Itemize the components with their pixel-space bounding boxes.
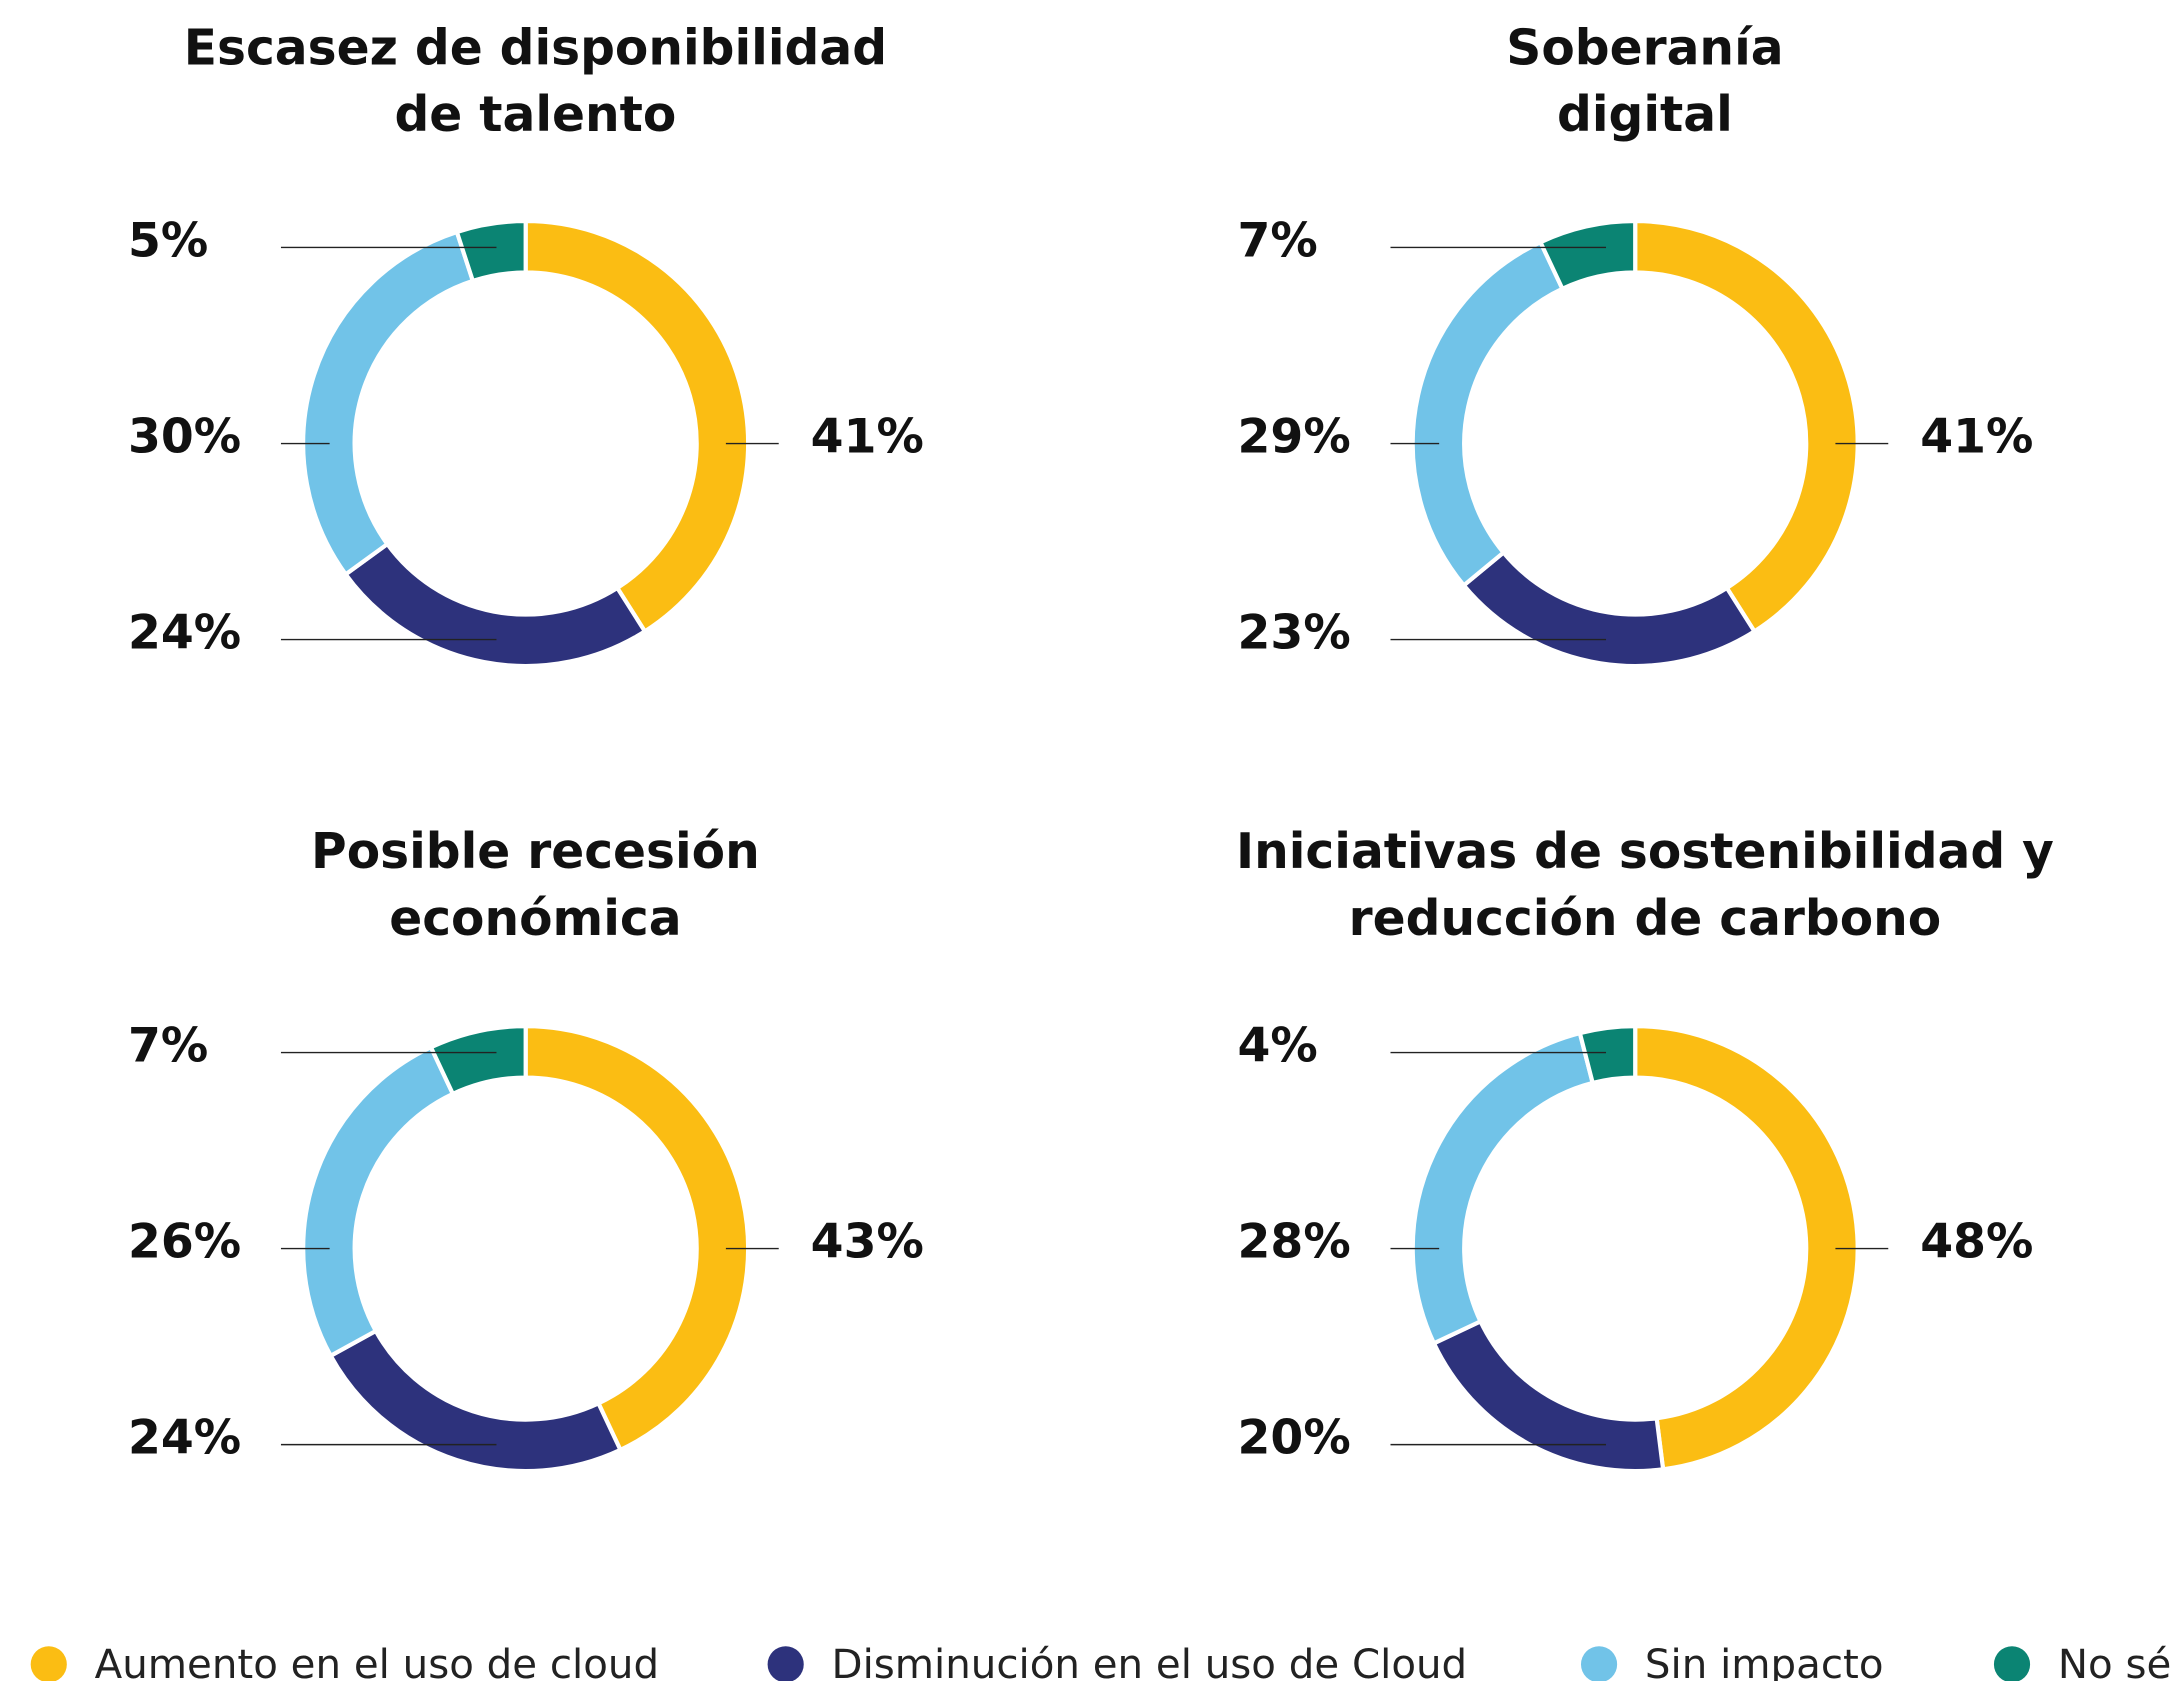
data-label: 4%: [1238, 1018, 1318, 1073]
donut-segment: [523, 1024, 751, 1453]
donut-segment: [1431, 1318, 1666, 1474]
chart-title: reducción de carbono: [1349, 891, 1942, 947]
donut-segment: [1460, 549, 1758, 669]
data-label: 20%: [1238, 1410, 1351, 1465]
donut-segment: [454, 218, 528, 284]
data-label: 7%: [1238, 213, 1318, 268]
donut-segment: [523, 218, 751, 635]
legend-swatch: [1993, 1646, 2031, 1681]
donut-segment: [301, 1044, 456, 1359]
chart-title: de talento: [394, 87, 676, 143]
data-label: 48%: [1920, 1214, 2033, 1269]
donut-segment: [1633, 1024, 1860, 1472]
chart-title: digital: [1557, 87, 1733, 143]
data-label: 7%: [128, 1018, 208, 1073]
chart-title: económica: [389, 891, 681, 947]
data-label: 28%: [1238, 1214, 1351, 1269]
donut-segment: [428, 1024, 528, 1097]
data-label: 41%: [811, 409, 924, 464]
data-label: 43%: [811, 1214, 924, 1269]
data-label: 5%: [128, 213, 208, 268]
legend-label: Aumento en el uso de cloud: [95, 1641, 659, 1681]
data-label: 23%: [1238, 605, 1351, 660]
donut-segment: [1633, 218, 1860, 635]
donut-segment: [1410, 1030, 1596, 1347]
data-label: 30%: [128, 409, 241, 464]
chart-title: Iniciativas de sostenibilidad y: [1236, 824, 2054, 880]
legend-swatch: [767, 1646, 804, 1681]
donut-segment: [327, 1328, 624, 1474]
data-label: 26%: [128, 1214, 241, 1269]
donut-segment: [1577, 1024, 1638, 1086]
chart-title: Escasez de disponibilidad: [184, 20, 887, 76]
donut-segment: [342, 541, 648, 669]
legend-swatch: [30, 1646, 67, 1681]
donut-segment: [1410, 239, 1566, 589]
legend-label: No sé: [2058, 1641, 2171, 1681]
chart-title: Soberanía: [1506, 20, 1783, 76]
legend-label: Sin impacto: [1645, 1641, 1884, 1681]
donut-segment: [1537, 218, 1638, 292]
donut-segment: [301, 229, 476, 578]
data-label: 24%: [128, 1410, 241, 1465]
chart-title: Posible recesión: [311, 824, 760, 880]
data-label: 29%: [1238, 409, 1351, 464]
legend-swatch: [1580, 1646, 1618, 1681]
legend-label: Disminución en el uso de Cloud: [832, 1641, 1468, 1681]
data-label: 41%: [1920, 409, 2033, 464]
data-label: 24%: [128, 605, 241, 660]
